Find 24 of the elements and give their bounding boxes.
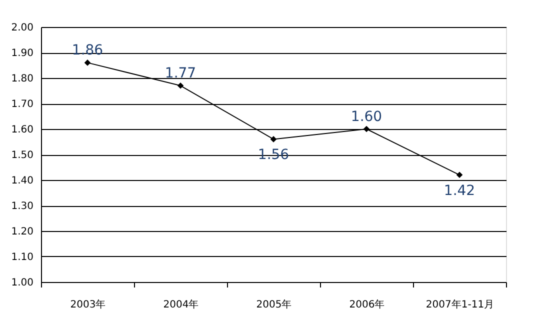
data-label: 1.77 (164, 66, 196, 82)
point (177, 82, 184, 89)
data-label: 1.60 (350, 109, 382, 125)
data-label: 1.42 (444, 182, 476, 199)
y-tick-label: 1.20 (11, 226, 34, 238)
x-tick-label: 2003年 (70, 298, 106, 310)
y-tick-label: 1.70 (11, 99, 34, 110)
y-tick-label: 1.60 (11, 124, 34, 136)
x-tick-label: 2007年1-11月 (426, 298, 494, 310)
point (456, 172, 463, 178)
x-tick-label: 2006年 (349, 298, 385, 310)
x-tick-label: 2005年 (256, 298, 292, 310)
y-tick-label: 1.10 (11, 252, 34, 263)
x-tick-label: 2004年 (163, 298, 199, 310)
y-tick-label: 1.00 (11, 278, 34, 288)
y-tick-label: 1.30 (11, 201, 34, 212)
point (363, 126, 370, 132)
y-tick-label: 1.50 (11, 150, 34, 161)
y-tick-label: 2.00 (11, 22, 34, 34)
y-tick-label: 1.80 (11, 74, 34, 84)
point (84, 60, 91, 66)
y-tick-label: 1.90 (11, 48, 34, 59)
point (270, 136, 277, 142)
y-tick-label: 1.40 (11, 176, 34, 186)
